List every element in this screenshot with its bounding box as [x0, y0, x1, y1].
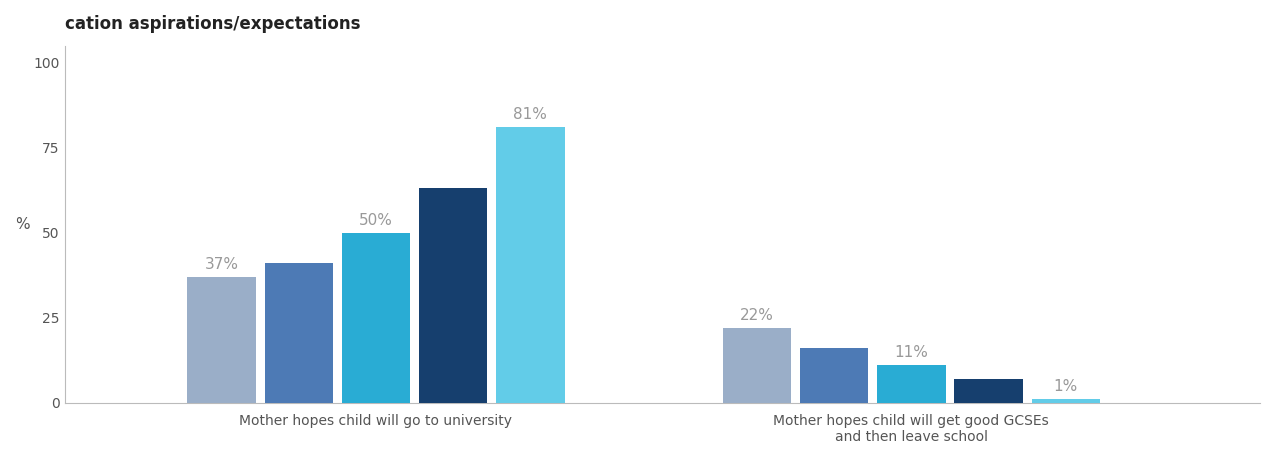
- Y-axis label: %: %: [15, 217, 29, 232]
- Bar: [877, 365, 946, 403]
- Text: 37%: 37%: [204, 257, 238, 272]
- Bar: [954, 379, 1023, 403]
- Text: 1%: 1%: [1053, 379, 1077, 394]
- Bar: [187, 277, 256, 403]
- Bar: [342, 233, 411, 403]
- Text: cation aspirations/expectations: cation aspirations/expectations: [65, 15, 360, 33]
- Text: 22%: 22%: [740, 308, 774, 323]
- Bar: [419, 189, 487, 403]
- Bar: [799, 348, 868, 403]
- Text: 50%: 50%: [360, 213, 393, 228]
- Bar: [264, 263, 333, 403]
- Bar: [723, 328, 792, 403]
- Text: 81%: 81%: [514, 107, 547, 122]
- Bar: [496, 127, 565, 403]
- Bar: [1031, 399, 1100, 403]
- Text: 11%: 11%: [895, 345, 928, 360]
